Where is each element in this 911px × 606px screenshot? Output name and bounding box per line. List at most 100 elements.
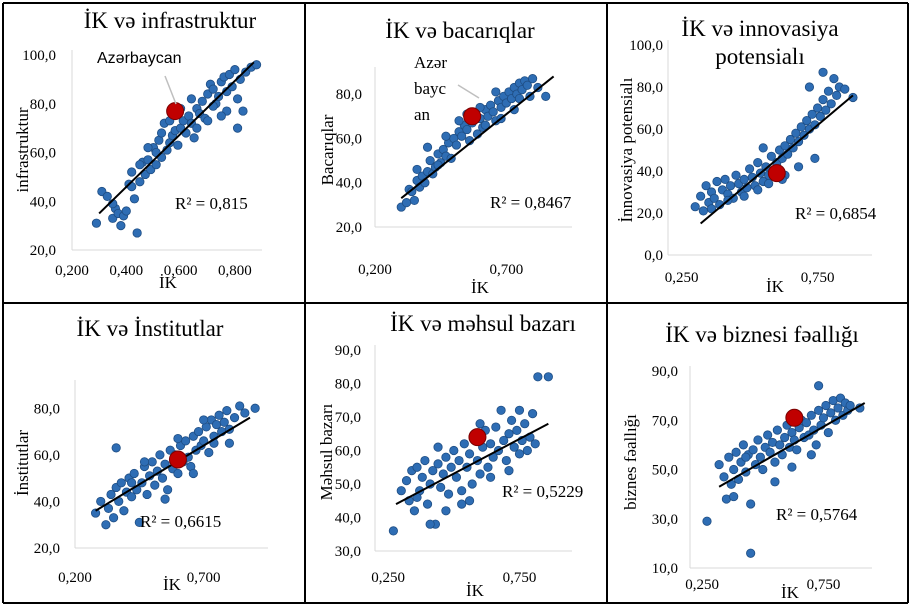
y-tick-label: 80,0 <box>30 97 56 113</box>
data-point <box>422 499 433 509</box>
y-axis-label: İnstitutlar <box>13 430 32 496</box>
data-point <box>143 155 153 165</box>
data-point <box>103 503 114 514</box>
data-point <box>127 167 137 177</box>
data-point <box>157 473 168 483</box>
y-tick-label: 70,0 <box>652 413 678 429</box>
y-tick-label: 60,0 <box>34 448 60 464</box>
data-point <box>520 419 530 429</box>
y-tick-label: 40,0 <box>34 494 60 510</box>
r-squared-label: R² = 0,815 <box>175 194 248 213</box>
data-point <box>724 452 734 462</box>
y-axis-label: infrastruktur <box>13 107 32 192</box>
data-point <box>96 496 106 507</box>
y-tick-label: 60,0 <box>637 122 663 138</box>
x-axis-label: İK <box>466 581 485 600</box>
data-point <box>821 400 831 411</box>
x-tick-label: 0,750 <box>801 270 835 286</box>
y-tick-label: 60,0 <box>335 444 361 460</box>
data-point <box>457 499 467 509</box>
data-point <box>192 123 202 133</box>
data-point <box>823 86 834 96</box>
x-tick-label: 0,700 <box>489 262 523 278</box>
chart-panel-1: İK və infrastruktur 20,0 40,0 60,0 80,0 100,0… <box>13 8 262 292</box>
data-point <box>823 427 833 438</box>
data-point <box>143 143 153 153</box>
data-point <box>142 489 152 500</box>
data-point <box>151 160 161 170</box>
r-squared-label: R² = 0,8467 <box>490 193 572 212</box>
y-tick-label: 40,0 <box>637 164 663 180</box>
data-point <box>848 92 858 103</box>
data-point <box>509 105 519 115</box>
data-point <box>407 186 417 197</box>
data-point <box>818 95 828 105</box>
data-point <box>766 151 776 161</box>
data-point <box>229 412 240 423</box>
trend-line <box>699 94 854 225</box>
data-point <box>197 96 207 106</box>
data-point <box>211 419 222 430</box>
data-point <box>449 445 459 456</box>
y-axis-label: Bacarıqlar <box>318 114 337 185</box>
chart-panel-5: İK və məhsul bazarı 30,0 40,0 50,0 60,0 70,0 8… <box>317 311 583 600</box>
data-point <box>810 153 820 163</box>
x-tick-label: 0,600 <box>164 263 198 279</box>
data-point <box>238 106 248 116</box>
data-point <box>189 133 199 143</box>
data-point <box>801 418 812 428</box>
data-point <box>755 452 765 462</box>
y-tick-label: 50,0 <box>335 477 361 493</box>
data-point <box>116 221 126 231</box>
data-point <box>135 160 145 170</box>
data-point <box>451 140 462 150</box>
data-point <box>512 425 522 435</box>
data-point <box>204 447 214 458</box>
chart-title: İK və innovasiya potensialı <box>681 16 838 69</box>
data-point <box>193 426 204 437</box>
data-point <box>763 430 773 440</box>
data-point <box>129 194 140 204</box>
chart-panel-3: İK və innovasiya potensialı 0,0 20,0 40,0 60,… <box>617 16 877 296</box>
data-point <box>388 526 398 536</box>
y-tick-label: 10,0 <box>652 561 678 577</box>
data-point <box>441 131 451 141</box>
data-point <box>425 155 435 166</box>
y-tick-label: 20,0 <box>637 206 663 222</box>
data-point <box>731 170 741 180</box>
data-point <box>833 403 843 413</box>
data-point <box>741 452 751 462</box>
data-point <box>441 506 451 516</box>
data-point <box>701 181 711 191</box>
data-point <box>775 440 785 450</box>
r-squared-label: R² = 0,5764 <box>776 505 858 524</box>
data-point <box>770 477 780 487</box>
data-point <box>731 447 741 457</box>
data-point <box>409 506 419 516</box>
data-point <box>181 128 191 138</box>
data-point <box>428 465 438 476</box>
chart-panel-6: İK və biznesi fəallığı 10,0 30,0 50,0 70,0 90… <box>621 322 872 602</box>
data-point <box>744 164 755 174</box>
x-tick-label: 0,400 <box>109 263 143 279</box>
data-point <box>698 206 708 216</box>
data-point <box>240 408 250 418</box>
data-point <box>459 439 469 449</box>
data-point <box>811 440 821 450</box>
highlight-point <box>168 450 187 469</box>
data-point <box>436 482 446 492</box>
data-point <box>802 116 812 126</box>
y-tick-label: 20,0 <box>336 220 362 236</box>
data-point <box>129 468 139 479</box>
data-point <box>464 449 475 459</box>
data-point <box>758 464 768 475</box>
y-tick-label: 80,0 <box>637 80 663 96</box>
x-tick-label: 0,250 <box>685 577 719 593</box>
data-point <box>753 435 763 445</box>
data-point <box>457 131 467 141</box>
y-tick-label: 40,0 <box>335 511 361 527</box>
annotation-label: bayc <box>414 79 447 98</box>
data-point <box>462 124 472 135</box>
data-point <box>530 439 540 449</box>
panels: İK və infrastruktur 20,0 40,0 60,0 80,0 100,0… <box>13 8 877 602</box>
